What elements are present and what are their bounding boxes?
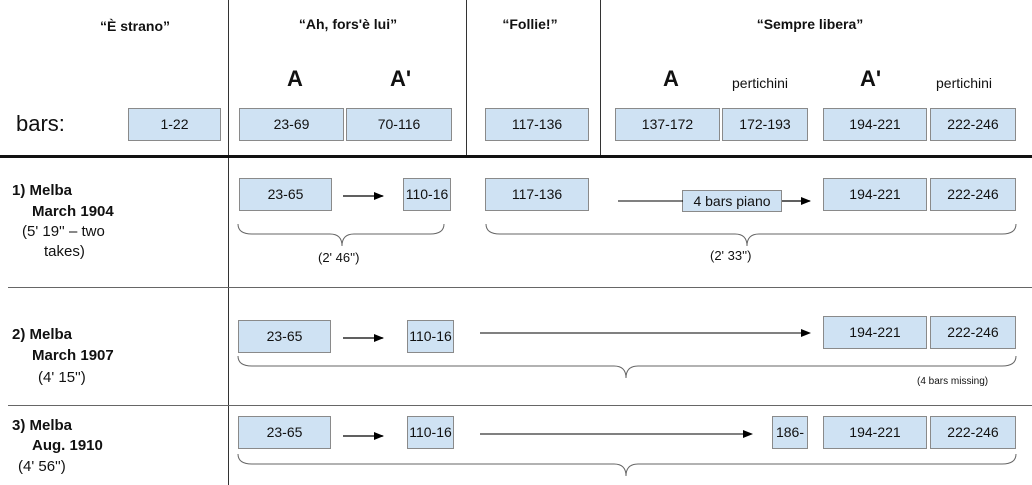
bar-range-box: 194-221	[823, 108, 927, 141]
grouping-brace	[237, 453, 1017, 477]
recording-duration: (4' 56'')	[18, 458, 66, 475]
header-separator	[0, 155, 1032, 158]
group-duration: (2' 46'')	[318, 250, 360, 265]
row-separator	[8, 405, 1032, 406]
bar-range-box: 110-16	[403, 178, 451, 211]
grouping-brace	[237, 223, 445, 247]
section-title-ah-forse-lui: “Ah, fors'è lui”	[298, 16, 398, 32]
part-label-a: A	[663, 66, 679, 91]
bar-range-box: 172-193	[722, 108, 808, 141]
part-label-a-prime: A'	[390, 66, 412, 91]
bar-range-box: 70-116	[346, 108, 452, 141]
section-divider	[600, 0, 601, 158]
bar-range-box: 222-246	[930, 416, 1016, 449]
bar-range-box: 222-246	[930, 108, 1016, 141]
row-separator	[8, 287, 1032, 288]
bar-range-box: 110-16	[407, 320, 454, 353]
section-title-e-strano: “È strano”	[99, 18, 170, 34]
bar-range-box: 137-172	[615, 108, 720, 141]
performer-name: Melba	[29, 417, 73, 434]
missing-bars-note: (4 bars missing)	[917, 376, 989, 387]
row-1-title: 1) Melba	[12, 180, 72, 201]
section-divider	[466, 0, 467, 158]
bar-range-box: 110-16	[407, 416, 454, 449]
pertichini-label: pertichini	[936, 75, 993, 91]
bar-range-box: 117-136	[485, 108, 589, 141]
section-title-follie: “Follie!”	[502, 16, 558, 32]
row-3-title: 3) Melba	[12, 415, 72, 436]
row-2-title: 2) Melba	[12, 324, 72, 345]
bar-range-box: 23-65	[239, 178, 332, 211]
recording-duration: (4' 15'')	[38, 369, 86, 386]
piano-bars-box: 4 bars piano	[682, 190, 782, 212]
row-number: 2)	[12, 326, 26, 343]
bar-range-box: 222-246	[930, 178, 1016, 211]
recording-duration: takes)	[44, 243, 85, 260]
recording-duration: (5' 19'' – two	[22, 223, 105, 240]
grouping-brace	[237, 355, 1017, 379]
bar-range-box: 194-221	[823, 316, 927, 349]
recording-date: March 1904	[32, 203, 114, 220]
bar-range-box: 1-22	[128, 108, 221, 141]
bar-range-box: 23-65	[238, 416, 331, 449]
bar-range-box: 186-	[772, 416, 808, 449]
recording-date: Aug. 1910	[32, 437, 103, 454]
part-label-a-prime: A'	[860, 66, 882, 91]
row-number: 3)	[12, 417, 26, 434]
section-title-sempre-libera: “Sempre libera”	[756, 16, 864, 32]
group-duration: (2' 33'')	[710, 248, 752, 263]
recording-date: March 1907	[32, 347, 114, 364]
bar-range-box: 23-69	[239, 108, 344, 141]
performer-name: Melba	[29, 326, 73, 343]
bar-range-box: 23-65	[238, 320, 331, 353]
part-label-a: A	[287, 66, 303, 91]
bar-range-box: 194-221	[823, 416, 927, 449]
section-divider	[228, 0, 229, 485]
performer-name: Melba	[29, 182, 73, 199]
bars-label: bars:	[16, 111, 65, 136]
grouping-brace	[485, 223, 1017, 247]
bar-range-box: 117-136	[485, 178, 589, 211]
bar-range-box: 194-221	[823, 178, 927, 211]
pertichini-label: pertichini	[732, 75, 789, 91]
bar-range-box: 222-246	[930, 316, 1016, 349]
row-number: 1)	[12, 182, 26, 199]
